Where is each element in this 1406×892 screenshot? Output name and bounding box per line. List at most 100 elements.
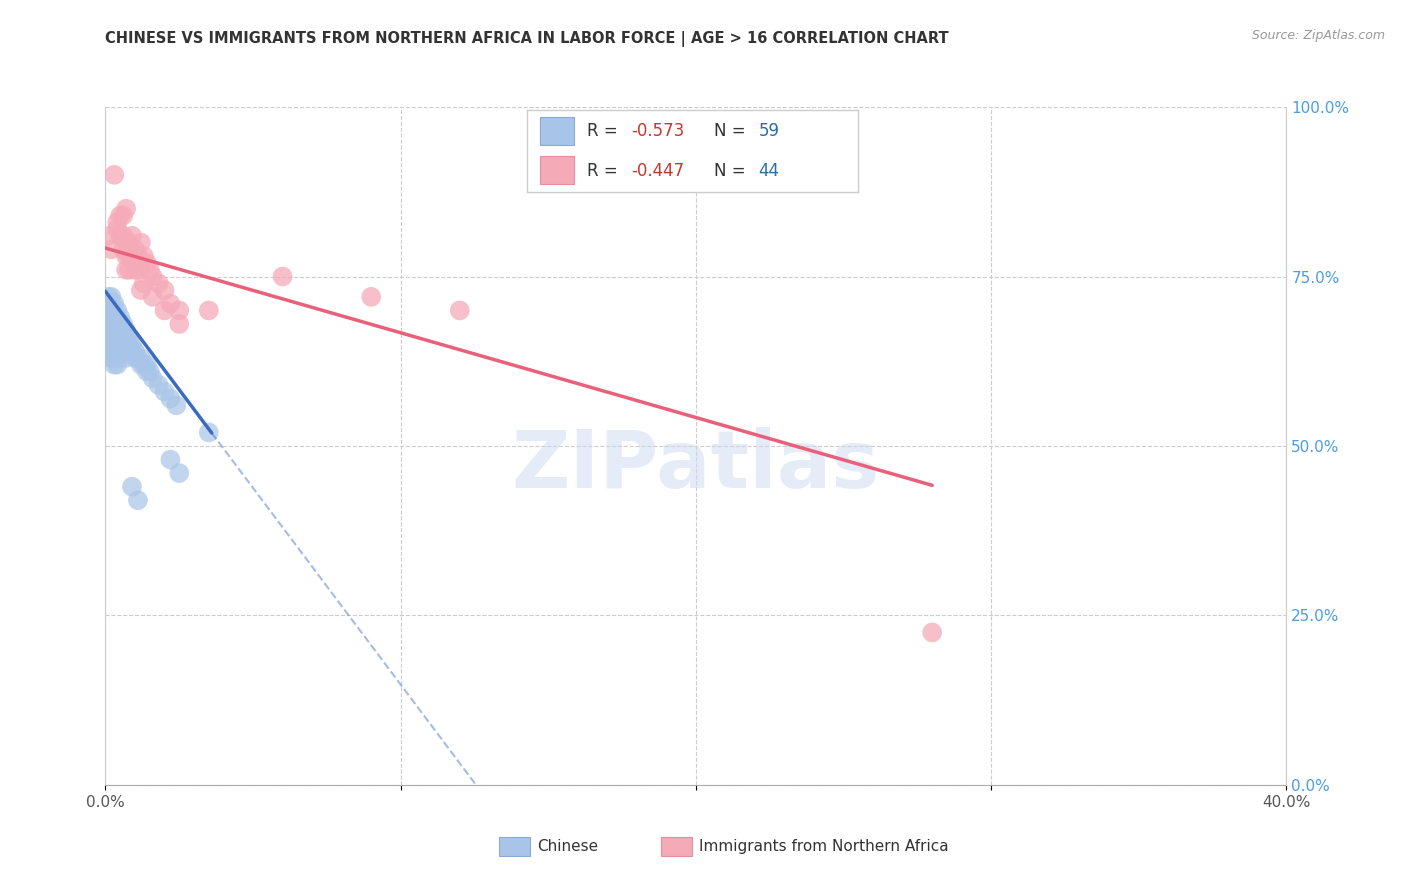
Point (118, 262, 141, 277)
Point (118, 249, 141, 263)
Point (100, 330, 122, 344)
Point (97, 228, 120, 243)
Point (115, 235, 138, 250)
Bar (540, 117, 574, 145)
Text: CHINESE VS IMMIGRANTS FROM NORTHERN AFRICA IN LABOR FORCE | AGE > 16 CORRELATION: CHINESE VS IMMIGRANTS FROM NORTHERN AFRI… (105, 31, 949, 47)
Point (97, 310, 120, 325)
Text: -0.573: -0.573 (631, 121, 685, 140)
Point (142, 371, 165, 385)
Point (159, 296, 181, 310)
Point (105, 351, 128, 365)
Point (112, 317, 135, 331)
Point (124, 262, 146, 277)
Point (100, 351, 122, 365)
Point (110, 310, 132, 325)
Point (100, 303, 122, 318)
Point (118, 235, 141, 250)
Point (121, 344, 143, 359)
Point (132, 249, 155, 263)
Point (112, 337, 135, 351)
Point (115, 330, 138, 344)
Point (124, 344, 146, 359)
Point (112, 243, 135, 257)
Point (142, 290, 165, 304)
Point (105, 222, 128, 236)
Point (127, 249, 149, 263)
Point (153, 384, 176, 399)
Point (132, 277, 155, 291)
Point (169, 317, 191, 331)
Point (129, 256, 152, 270)
Point (103, 296, 125, 310)
Point (153, 303, 176, 318)
Point (138, 262, 162, 277)
Point (148, 277, 170, 291)
Point (127, 262, 149, 277)
Point (115, 262, 138, 277)
Point (112, 330, 135, 344)
Point (110, 228, 132, 243)
Point (360, 290, 382, 304)
Point (153, 283, 176, 297)
Point (103, 358, 125, 372)
Point (103, 324, 125, 338)
Point (135, 364, 157, 378)
Point (105, 358, 128, 372)
Point (169, 303, 191, 318)
Text: R =: R = (586, 161, 623, 180)
Point (449, 303, 471, 318)
Text: Chinese: Chinese (537, 839, 598, 854)
Text: Immigrants from Northern Africa: Immigrants from Northern Africa (699, 839, 949, 854)
Text: R =: R = (586, 121, 623, 140)
Point (169, 466, 191, 480)
Point (921, 625, 943, 640)
Point (103, 310, 125, 325)
Point (197, 425, 219, 440)
Text: -0.447: -0.447 (631, 161, 685, 180)
Point (129, 235, 152, 250)
Point (105, 317, 128, 331)
Point (103, 168, 125, 182)
Point (103, 344, 125, 359)
Point (97, 290, 120, 304)
Point (103, 337, 125, 351)
Point (121, 249, 143, 263)
Point (110, 209, 132, 223)
Point (110, 337, 132, 351)
Point (110, 330, 132, 344)
Point (138, 364, 162, 378)
Point (121, 228, 143, 243)
Point (112, 209, 135, 223)
Point (124, 243, 146, 257)
Point (135, 256, 157, 270)
Point (103, 351, 125, 365)
Point (105, 330, 128, 344)
Point (135, 358, 157, 372)
Point (105, 344, 128, 359)
Bar (540, 156, 574, 184)
Point (105, 303, 128, 318)
Point (100, 317, 122, 331)
Point (105, 215, 128, 229)
Point (115, 324, 138, 338)
Point (127, 493, 149, 508)
Point (118, 330, 141, 344)
Point (148, 378, 170, 392)
Text: 44: 44 (759, 161, 779, 180)
Point (124, 351, 146, 365)
Text: 59: 59 (759, 121, 779, 140)
Text: Source: ZipAtlas.com: Source: ZipAtlas.com (1251, 29, 1385, 42)
Point (100, 290, 122, 304)
Point (129, 358, 152, 372)
Point (118, 337, 141, 351)
Point (115, 344, 138, 359)
Text: N =: N = (714, 161, 751, 180)
Text: ZIPatlas: ZIPatlas (512, 427, 880, 506)
Text: N =: N = (714, 121, 751, 140)
Point (97, 330, 120, 344)
Point (142, 269, 165, 284)
Point (118, 344, 141, 359)
Point (129, 351, 152, 365)
Point (115, 249, 138, 263)
Point (100, 243, 122, 257)
